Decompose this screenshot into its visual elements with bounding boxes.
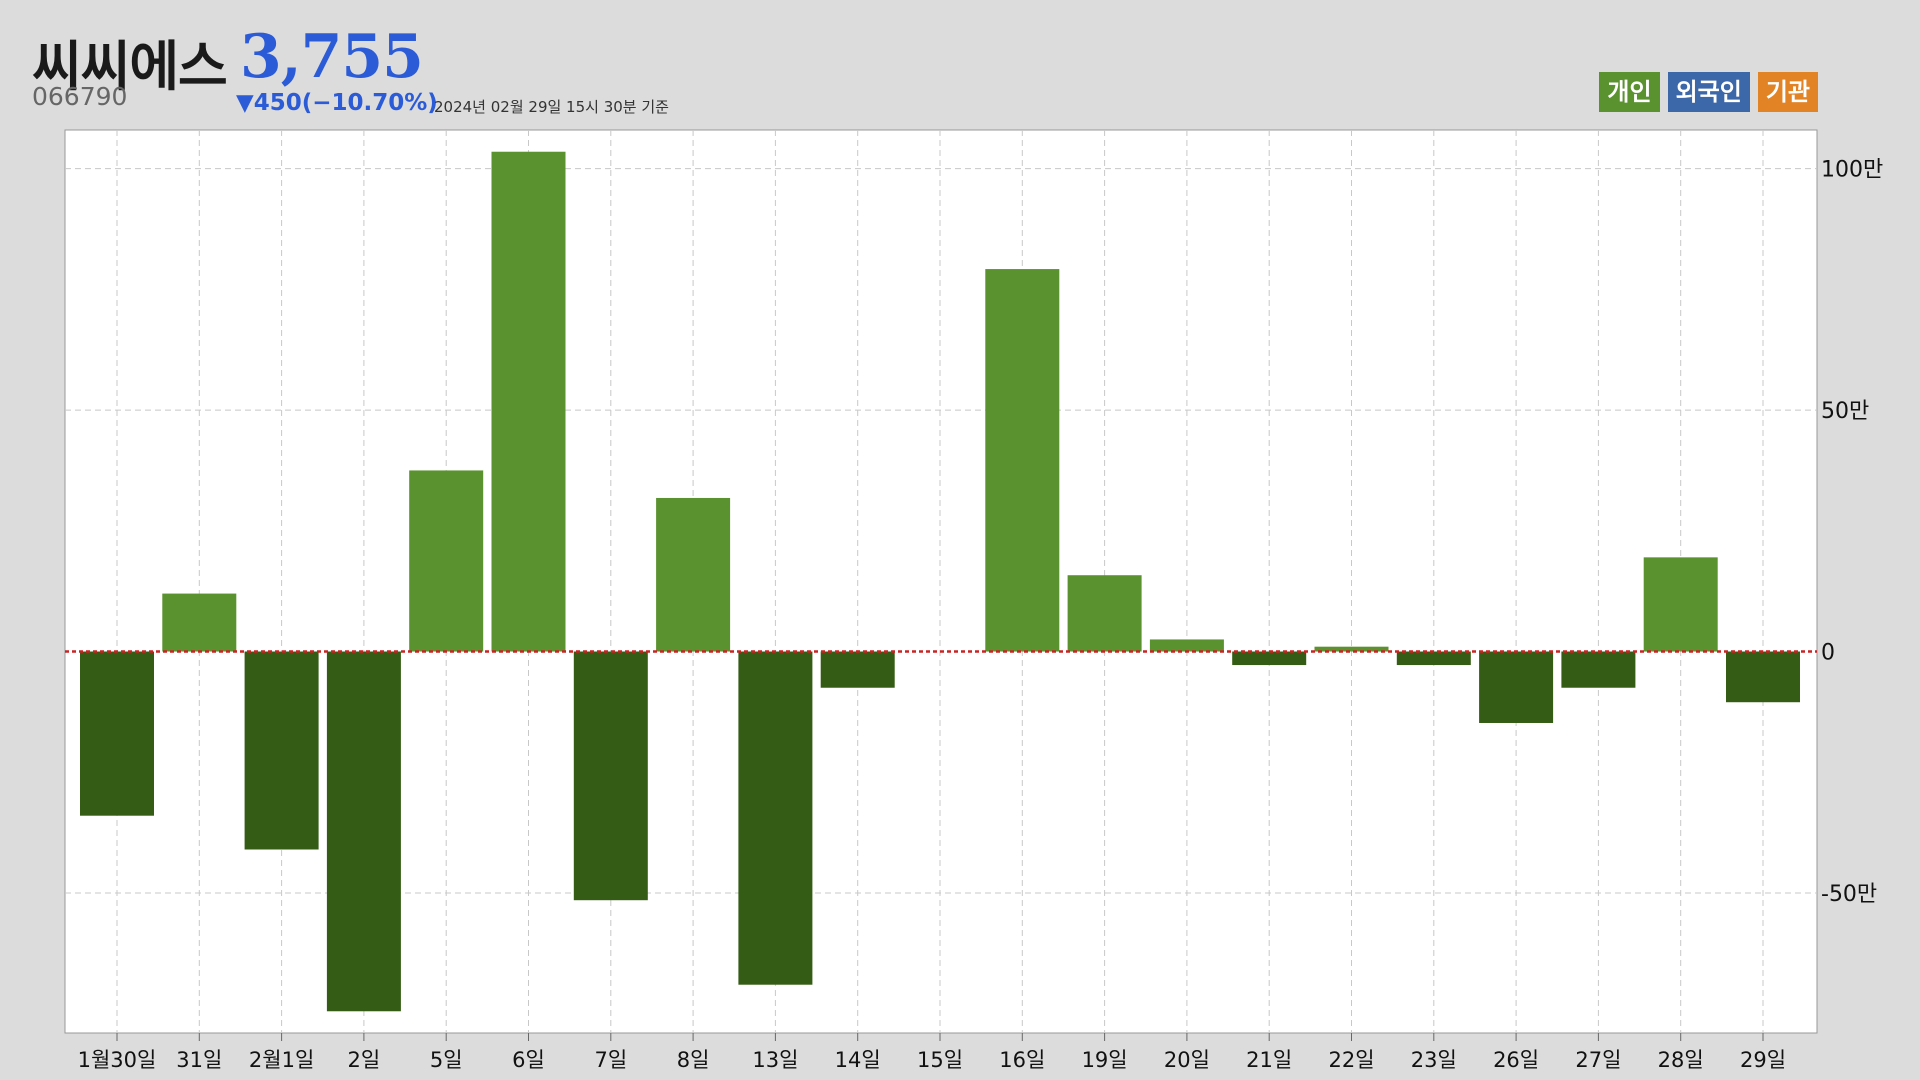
x-tick-label: 19일 [1082,1048,1128,1072]
x-tick-label: 2일 [348,1048,381,1072]
bar-7일 [573,651,648,901]
bar-8일 [656,497,731,652]
bar-20일 [1149,639,1224,652]
x-tick-label: 6일 [512,1048,545,1072]
y-tick-label: -50만 [1821,882,1877,907]
bar-19일 [1067,575,1142,652]
x-tick-label: 2월1일 [249,1048,314,1072]
bar-6일 [491,151,566,652]
x-tick-label: 29일 [1740,1048,1786,1072]
x-tick-label: 7일 [594,1048,627,1072]
x-tick-label: 28일 [1658,1048,1704,1072]
bar-27일 [1561,651,1636,688]
x-tick-label: 8일 [677,1048,710,1072]
bar-28일 [1643,557,1718,652]
x-tick-label: 5일 [430,1048,463,1072]
bar-16일 [985,269,1060,652]
stock-code: 066790 [32,82,128,111]
x-tick-label: 31일 [176,1048,222,1072]
bar-29일 [1726,651,1800,703]
bar-2일 [326,651,401,1012]
x-tick-label: 23일 [1411,1048,1457,1072]
legend-institution[interactable]: 기관 [1757,72,1818,112]
legend: 개인 외국인 기관 [1599,72,1818,112]
stock-price: 3,755 [240,22,424,92]
bar-23일 [1396,651,1471,666]
bar-22일 [1314,646,1389,652]
x-tick-label: 13일 [752,1048,798,1072]
bar-1월30일 [80,651,154,816]
bar-2월1일 [244,651,319,850]
x-tick-label: 27일 [1575,1048,1621,1072]
y-tick-label: 0 [1821,641,1835,666]
bar-26일 [1479,651,1554,723]
bar-13일 [738,651,813,985]
as-of-timestamp: 2024년 02월 29일 15시 30분 기준 [434,98,669,116]
stock-name: 씨씨에스 [32,35,228,98]
x-tick-label: 26일 [1493,1048,1539,1072]
bar-31일 [162,593,237,652]
y-tick-label: 50만 [1821,399,1869,424]
legend-foreign[interactable]: 외국인 [1667,72,1750,112]
y-tick-label: 100만 [1821,158,1883,183]
x-tick-label: 15일 [917,1048,963,1072]
x-tick-label: 21일 [1246,1048,1292,1072]
bar-21일 [1232,651,1307,666]
bar-14일 [820,651,895,688]
legend-individual[interactable]: 개인 [1599,72,1660,112]
x-tick-label: 14일 [835,1048,881,1072]
bar-5일 [409,470,484,652]
price-change: ▼450(−10.70%) [236,90,438,116]
x-tick-label: 20일 [1164,1048,1210,1072]
x-tick-label: 22일 [1328,1048,1374,1072]
x-tick-label: 16일 [999,1048,1045,1072]
x-tick-label: 1월30일 [78,1048,157,1072]
